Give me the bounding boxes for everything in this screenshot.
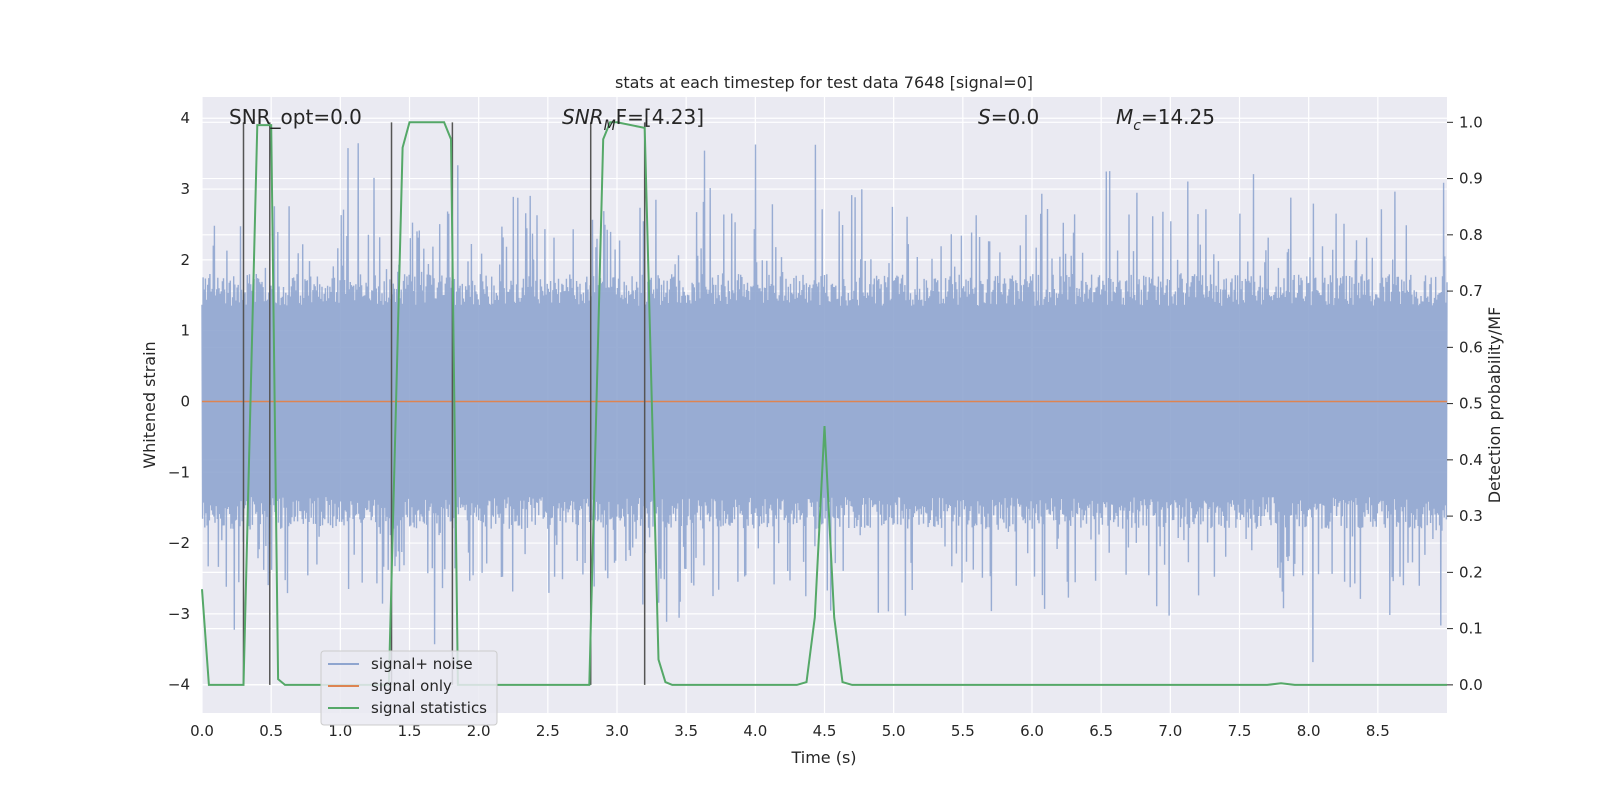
y-tick-label-right: 0.2 (1459, 563, 1483, 581)
x-tick-label: 4.5 (813, 722, 837, 740)
y-tick-label-right: 0.4 (1459, 451, 1483, 469)
legend: signal+ noise signal only signal statist… (320, 650, 498, 726)
x-tick-label: 1.5 (398, 722, 422, 740)
y-tick-label-left: −1 (168, 463, 190, 481)
x-tick-label: 3.5 (674, 722, 698, 740)
y-axis-label-right: Detection probability/MF (1485, 307, 1504, 504)
y-tick-label-left: 4 (180, 109, 190, 127)
x-tick-label: 6.0 (1020, 722, 1044, 740)
x-tick-label: 1.0 (328, 722, 352, 740)
annotation-snr-mf-sub: M (604, 118, 616, 134)
legend-box (320, 650, 498, 726)
y-tick-label-left: 1 (180, 322, 190, 340)
signal-noise-series (201, 143, 1448, 663)
annotation-mc-sub: c (1133, 118, 1141, 134)
x-tick-label: 7.5 (1228, 722, 1252, 740)
annotation-mc: Mc=14.25 (1116, 105, 1215, 134)
y-tick-label-right: 0.0 (1459, 676, 1483, 694)
x-tick-label: 2.5 (536, 722, 560, 740)
x-tick-label: 6.5 (1089, 722, 1113, 740)
x-tick-label: 2.0 (467, 722, 491, 740)
y-tick-label-left: 2 (180, 251, 190, 269)
legend-label-signal-statistics: signal statistics (371, 699, 487, 717)
y-tick-label-right: 0.6 (1459, 338, 1483, 356)
y-tick-label-right: 0.1 (1459, 620, 1483, 638)
y-tick-label-left: −2 (168, 534, 190, 552)
y-tick-label-left: −4 (168, 676, 190, 694)
legend-entry-signal-noise: signal+ noise (328, 655, 473, 673)
annotation-snr-mf-suffix: F=[4.23] (616, 105, 704, 129)
y-axis-label-left: Whitened strain (140, 341, 159, 468)
chart-title: stats at each timestep for test data 764… (615, 73, 1033, 92)
x-tick-label: 5.0 (882, 722, 906, 740)
signal-noise-line (201, 143, 1448, 663)
x-tick-label: 0.0 (190, 722, 214, 740)
annotation-snr-mf: SNRMF=[4.23] (562, 105, 704, 134)
x-tick-label: 3.0 (605, 722, 629, 740)
y-tick-label-right: 0.7 (1459, 282, 1483, 300)
x-tick-label: 4.0 (743, 722, 767, 740)
axis-ticks: 0.0 0.5 1.0 1.5 2.0 2.5 3.0 3.5 4.0 4.5 5.0 5.5 6.0 6… (168, 109, 1483, 740)
y-tick-label-right: 1.0 (1459, 113, 1483, 131)
annotation-s-prefix: S (978, 105, 991, 129)
y-tick-label-right: 0.5 (1459, 395, 1483, 413)
legend-entry-signal-statistics: signal statistics (328, 699, 487, 717)
x-tick-label: 8.0 (1297, 722, 1321, 740)
annotation-mc-prefix: M (1116, 105, 1133, 129)
x-tick-label: 7.0 (1158, 722, 1182, 740)
annotation-mc-suffix: =14.25 (1141, 105, 1215, 129)
x-tick-label: 5.5 (951, 722, 975, 740)
annotation-snr-mf-prefix: SNR (562, 105, 604, 129)
legend-entry-signal-only: signal only (328, 677, 452, 695)
y-tick-label-left: 3 (180, 180, 190, 198)
x-axis-label: Time (s) (790, 748, 856, 767)
annotation-s-suffix: =0.0 (991, 105, 1040, 129)
y-tick-label-right: 0.8 (1459, 226, 1483, 244)
annotation-snr-opt: SNR_opt=0.0 (229, 105, 362, 129)
y-tick-label-right: 0.9 (1459, 170, 1483, 188)
y-tick-label-left: 0 (180, 392, 190, 410)
x-tick-label: 0.5 (259, 722, 283, 740)
legend-label-signal-noise: signal+ noise (371, 655, 473, 673)
y-tick-label-left: −3 (168, 605, 190, 623)
y-tick-label-right: 0.3 (1459, 507, 1483, 525)
x-tick-label: 8.5 (1366, 722, 1390, 740)
legend-label-signal-only: signal only (371, 677, 452, 695)
annotation-s: S=0.0 (978, 105, 1039, 129)
